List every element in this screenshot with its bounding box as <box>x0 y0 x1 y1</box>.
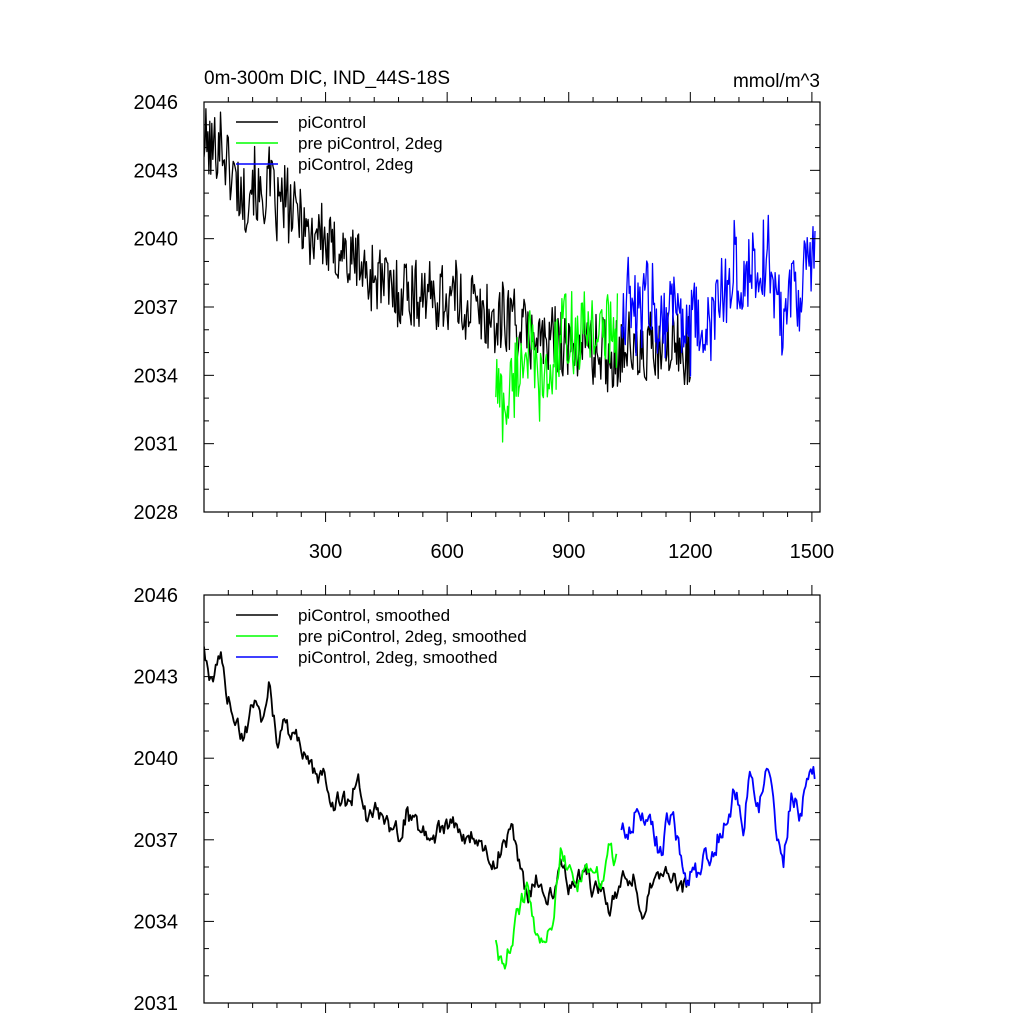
y-tick-label: 2043 <box>134 160 179 182</box>
bottom-panel-series <box>204 646 816 970</box>
legend-label: piControl <box>298 113 366 132</box>
bottom-panel-legend: piControl, smoothed pre piControl, 2deg, … <box>236 606 527 667</box>
series-line <box>494 842 618 970</box>
x-tick-label: 900 <box>552 541 585 563</box>
y-tick-label: 2043 <box>134 667 179 689</box>
x-tick-label: 300 <box>309 541 342 563</box>
legend-label: piControl, 2deg <box>298 155 413 174</box>
bottom-panel-tick-labels: 2031 2034 2037 2040 2043 2046 <box>134 585 179 1015</box>
x-tick-label: 1500 <box>790 541 835 563</box>
bottom-panel-ticks <box>204 585 820 1013</box>
legend-label: piControl, smoothed <box>298 606 450 625</box>
top-panel-series <box>204 108 816 443</box>
y-tick-label: 2046 <box>134 92 179 114</box>
top-panel-legend: piControl pre piControl, 2deg piControl, 2… <box>236 113 443 174</box>
y-tick-label: 2040 <box>134 748 179 770</box>
legend-label: pre piControl, 2deg, smoothed <box>298 627 527 646</box>
legend-label: piControl, 2deg, smoothed <box>298 648 497 667</box>
y-tick-label: 2034 <box>134 911 179 933</box>
x-tick-label: 600 <box>430 541 463 563</box>
legend-label: pre piControl, 2deg <box>298 134 443 153</box>
y-tick-label: 2034 <box>134 365 179 387</box>
bottom-panel: 2031 2034 2037 2040 2043 2046 piControl, smoo… <box>134 585 821 1015</box>
y-tick-label: 2037 <box>134 297 179 319</box>
series-line <box>204 646 690 920</box>
units-label: mmol/m^3 <box>733 71 820 92</box>
x-tick-label: 1200 <box>668 541 713 563</box>
y-tick-label: 2031 <box>134 993 179 1015</box>
top-panel-frame <box>203 101 821 513</box>
top-panel: 0m-300m DIC, IND_44S-18S mmol/m^3 202820… <box>134 68 835 563</box>
y-tick-label: 2028 <box>134 502 179 524</box>
bottom-panel-frame <box>203 594 821 1004</box>
y-tick-label: 2046 <box>134 585 179 607</box>
y-tick-label: 2031 <box>134 434 179 456</box>
y-tick-label: 2040 <box>134 229 179 251</box>
y-tick-label: 2037 <box>134 830 179 852</box>
top-panel-tick-labels: 2028 2031 2034 2037 2040 2043 2046 300 600 900 120… <box>134 92 835 563</box>
series-line <box>620 214 816 377</box>
series-line <box>204 108 691 393</box>
series-line <box>620 766 816 887</box>
series-line <box>495 291 619 443</box>
top-panel-title: 0m-300m DIC, IND_44S-18S <box>204 68 450 89</box>
